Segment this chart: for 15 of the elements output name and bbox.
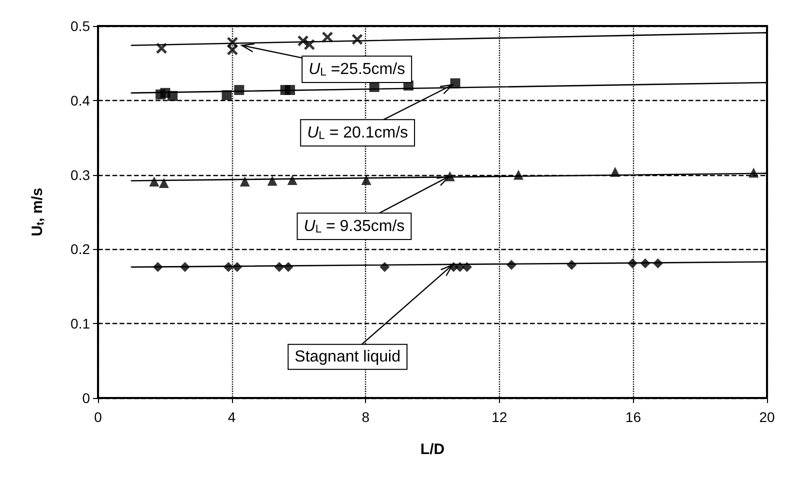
annotation: Stagnant liquid [294, 348, 400, 366]
y-tick-label: 0.4 [70, 92, 90, 108]
y-tick-label: 0.2 [70, 241, 90, 258]
y-tick-label: 0.1 [70, 316, 90, 332]
x-axis-title: L/D [420, 441, 445, 458]
x-tick-label: 0 [94, 409, 102, 425]
x-tick-label: 16 [625, 409, 642, 425]
y-tick-label: 0.5 [70, 18, 90, 34]
x-tick-label: 12 [492, 409, 508, 425]
y-tick-label: 0 [82, 390, 90, 406]
x-tick-label: 20 [759, 409, 775, 425]
y-tick-label: 0.3 [70, 166, 90, 183]
y-axis-title: Ut, m/s [29, 188, 46, 236]
x-tick-label: 8 [362, 409, 370, 425]
x-tick-label: 4 [228, 409, 236, 425]
